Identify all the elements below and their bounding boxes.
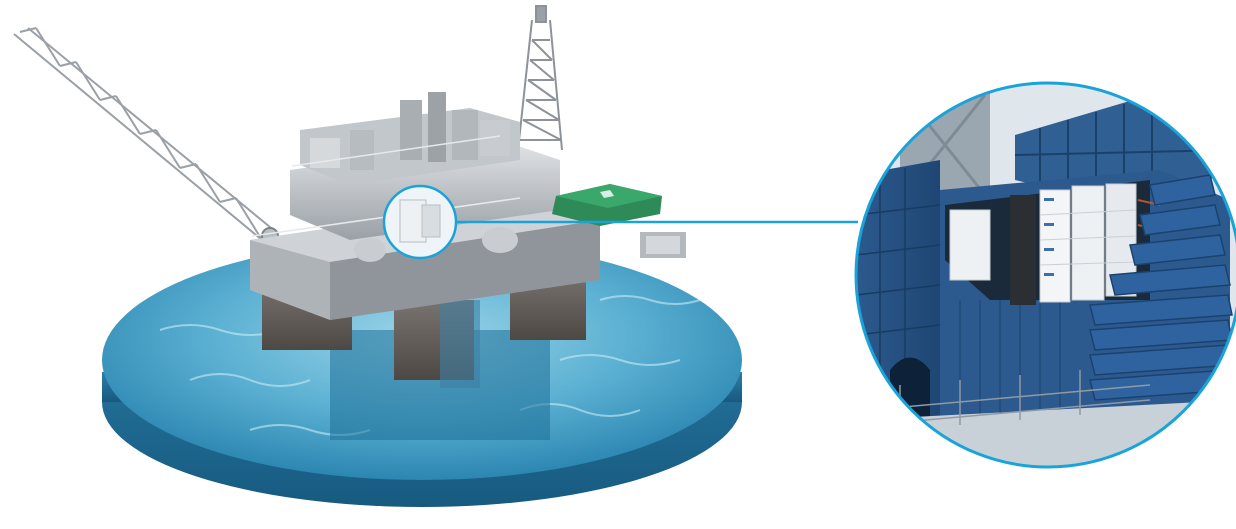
platform-deck xyxy=(250,92,600,320)
detail-callout xyxy=(854,81,1236,469)
magnify-callout-icon xyxy=(382,184,458,260)
lifeboat-module xyxy=(640,232,686,258)
battery-modules xyxy=(949,183,1161,305)
louvre-vents xyxy=(1089,174,1233,401)
crane-boom xyxy=(13,27,279,245)
helipad xyxy=(552,184,662,226)
derrick-tower xyxy=(517,5,563,151)
